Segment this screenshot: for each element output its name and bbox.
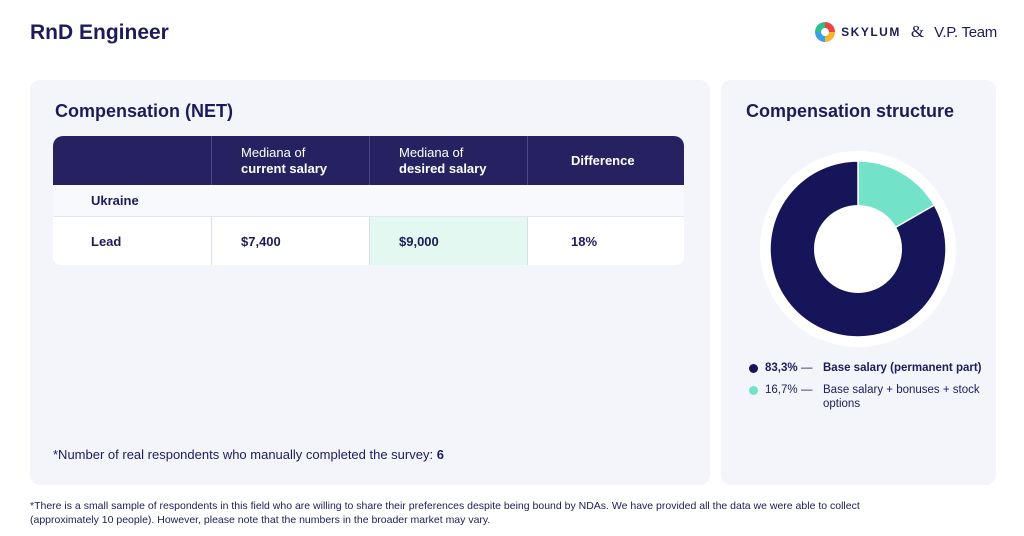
cell-position: Lead: [53, 217, 211, 265]
legend-label: Base salary + bonuses + stock options: [823, 384, 980, 410]
compensation-table: Mediana of current salary Mediana of des…: [53, 136, 684, 265]
legend-item-bonuses: 16,7% — Base salary + bonuses + stock op…: [749, 383, 989, 411]
legend-value: 83,3%: [765, 362, 798, 374]
vp-team-logo: V.P. Team: [934, 23, 997, 41]
legend-dot-icon: [749, 386, 758, 395]
donut-chart: [760, 151, 956, 347]
footnote: *There is a small sample of respondents …: [30, 500, 860, 526]
structure-title: Compensation structure: [746, 101, 955, 121]
structure-panel: Compensation structure 83,3% — Base sala…: [721, 80, 996, 485]
respondents-note: *Number of real respondents who manually…: [53, 447, 444, 462]
legend-value: 16,7%: [765, 384, 798, 396]
table-row: Lead $7,400 $9,000 18%: [53, 217, 684, 265]
header-position: [53, 136, 211, 185]
donut-hole: [814, 205, 902, 293]
legend-dot-icon: [749, 364, 758, 373]
table-group-row: Ukraine: [53, 185, 684, 217]
compensation-panel: Compensation (NET) Mediana of current sa…: [30, 80, 710, 485]
header-desired-salary: Mediana of desired salary: [369, 136, 527, 185]
cell-current-salary: $7,400: [211, 217, 369, 265]
legend-dash: —: [801, 384, 813, 396]
page-title: RnD Engineer: [30, 21, 169, 44]
group-label: Ukraine: [53, 185, 211, 217]
legend-item-base-salary: 83,3% — Base salary (permanent part): [749, 361, 989, 375]
header-difference: Difference: [527, 136, 684, 185]
legend-label: Base salary (permanent part): [823, 362, 982, 374]
compensation-title: Compensation (NET): [55, 101, 233, 121]
table-header-row: Mediana of current salary Mediana of des…: [53, 136, 684, 185]
respondents-count: 6: [436, 447, 444, 462]
header-current-salary: Mediana of current salary: [211, 136, 369, 185]
skylum-wordmark: SKYLUM: [841, 25, 901, 39]
brand-logos: SKYLUM & V.P. Team: [815, 22, 997, 42]
legend-dash: —: [801, 362, 813, 374]
donut-slice-base-salary: [769, 160, 947, 338]
skylum-logo: SKYLUM: [815, 22, 901, 42]
ampersand: &: [910, 22, 925, 41]
cell-desired-salary: $9,000: [369, 217, 527, 265]
respondents-label: *Number of real respondents who manually…: [53, 447, 434, 462]
cell-difference: 18%: [527, 217, 684, 265]
skylum-mark-icon: [815, 22, 836, 42]
chart-legend: 83,3% — Base salary (permanent part) 16,…: [749, 361, 989, 419]
